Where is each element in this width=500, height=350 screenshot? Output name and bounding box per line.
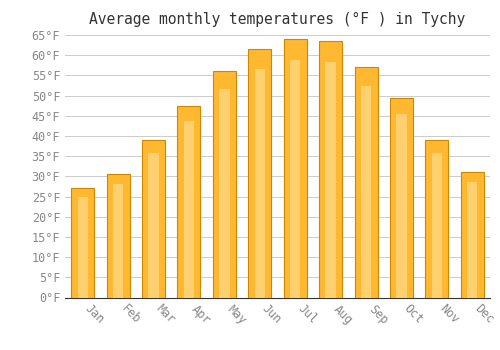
Bar	[290, 60, 300, 298]
Bar	[219, 90, 230, 298]
Bar	[142, 140, 165, 298]
Bar	[248, 49, 272, 298]
Bar	[361, 86, 371, 298]
Bar	[184, 121, 194, 298]
Bar	[461, 172, 484, 298]
Bar	[71, 188, 94, 298]
Bar	[284, 39, 306, 298]
Bar	[432, 153, 442, 298]
Bar	[396, 114, 406, 298]
Bar	[467, 182, 477, 298]
Bar	[106, 174, 130, 298]
Bar	[390, 98, 413, 298]
Bar	[319, 41, 342, 298]
Bar	[426, 140, 448, 298]
Bar	[178, 106, 201, 298]
Bar	[326, 62, 336, 298]
Title: Average monthly temperatures (°F ) in Tychy: Average monthly temperatures (°F ) in Ty…	[90, 12, 466, 27]
Bar	[354, 67, 378, 298]
Bar	[254, 69, 265, 298]
Bar	[113, 184, 124, 298]
Bar	[148, 153, 158, 298]
Bar	[213, 71, 236, 298]
Bar	[78, 197, 88, 298]
